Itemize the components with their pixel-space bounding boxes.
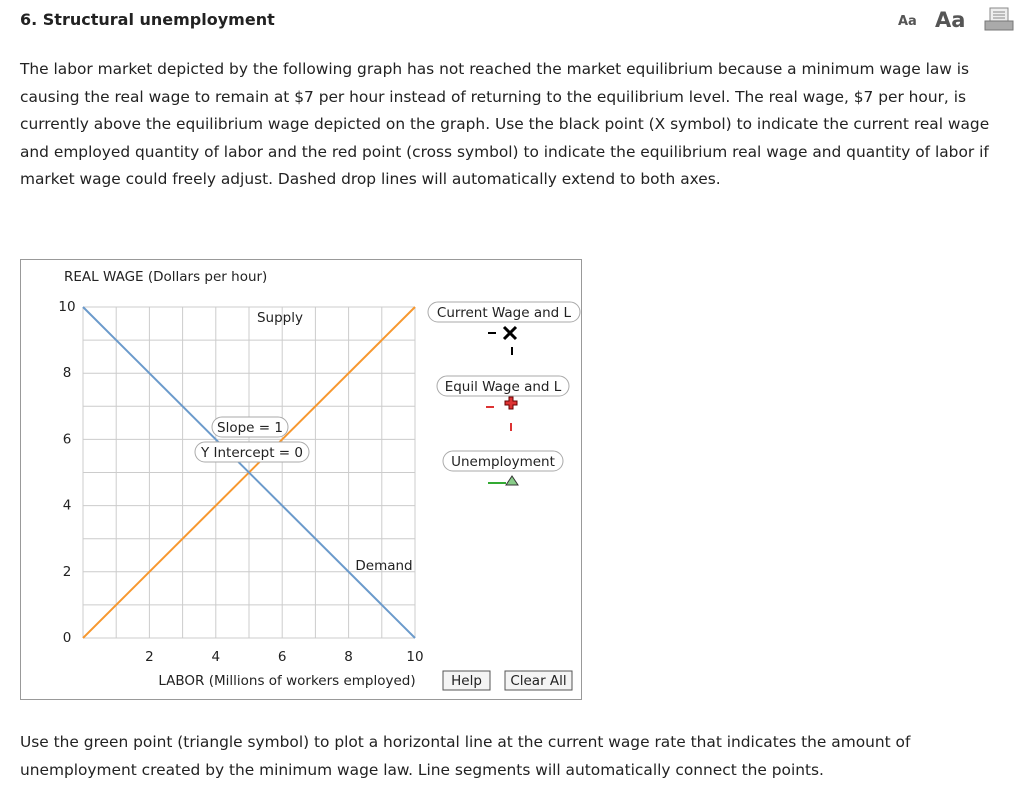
palette-tool-box[interactable] [442, 450, 564, 472]
x-tick-label: 10 [406, 649, 423, 665]
annotation-box [194, 441, 310, 463]
curve [82, 306, 416, 639]
button-box[interactable] [504, 670, 573, 691]
print-icon[interactable] [984, 6, 1014, 32]
palette-tool[interactable]: Unemployment [451, 454, 555, 470]
x-tick-label: 6 [278, 649, 287, 665]
font-small-button[interactable]: Aa [898, 14, 917, 29]
icon [505, 475, 519, 486]
button[interactable]: Help [451, 673, 482, 689]
palette-tool-box[interactable] [427, 301, 581, 323]
button[interactable]: Clear All [510, 673, 566, 689]
palette-tool-box[interactable] [436, 375, 570, 397]
y-tick-label: 6 [63, 431, 72, 447]
x-tick-label: 2 [145, 649, 154, 665]
annotation-box [211, 416, 289, 438]
icon [502, 325, 518, 341]
x-tick-label: 4 [212, 649, 221, 665]
font-large-button[interactable]: Aa [935, 8, 966, 32]
annotation: Y Intercept = 0 [200, 445, 303, 461]
graph: 0 2 4 6 8 10 2 4 6 8 10 REAL WAGE (Dollars per hour… [20, 259, 582, 700]
curve-label: Supply [257, 310, 303, 326]
footer-instructions: Use the green point (triangle symbol) to… [20, 733, 911, 779]
x-axis-label: LABOR (Millions of workers employed) [158, 673, 415, 689]
y-axis-label: REAL WAGE (Dollars per hour) [64, 269, 267, 285]
y-tick-label: 8 [63, 365, 72, 381]
icon [504, 396, 518, 410]
instructions: The labor market depicted by the followi… [20, 60, 990, 188]
palette-tool[interactable]: Equil Wage and L [445, 379, 562, 395]
question-title: 6. Structural unemployment [20, 10, 275, 29]
button-box[interactable] [442, 670, 491, 691]
x-tick-label: 8 [344, 649, 353, 665]
y-tick-label: 10 [58, 299, 75, 315]
annotation: Slope = 1 [217, 420, 283, 436]
y-tick-label: 4 [63, 498, 72, 514]
palette-tool[interactable]: Current Wage and L [437, 305, 572, 321]
y-tick-label: 0 [63, 630, 72, 646]
curve-label: Demand [355, 558, 412, 574]
y-tick-label: 2 [63, 564, 72, 580]
